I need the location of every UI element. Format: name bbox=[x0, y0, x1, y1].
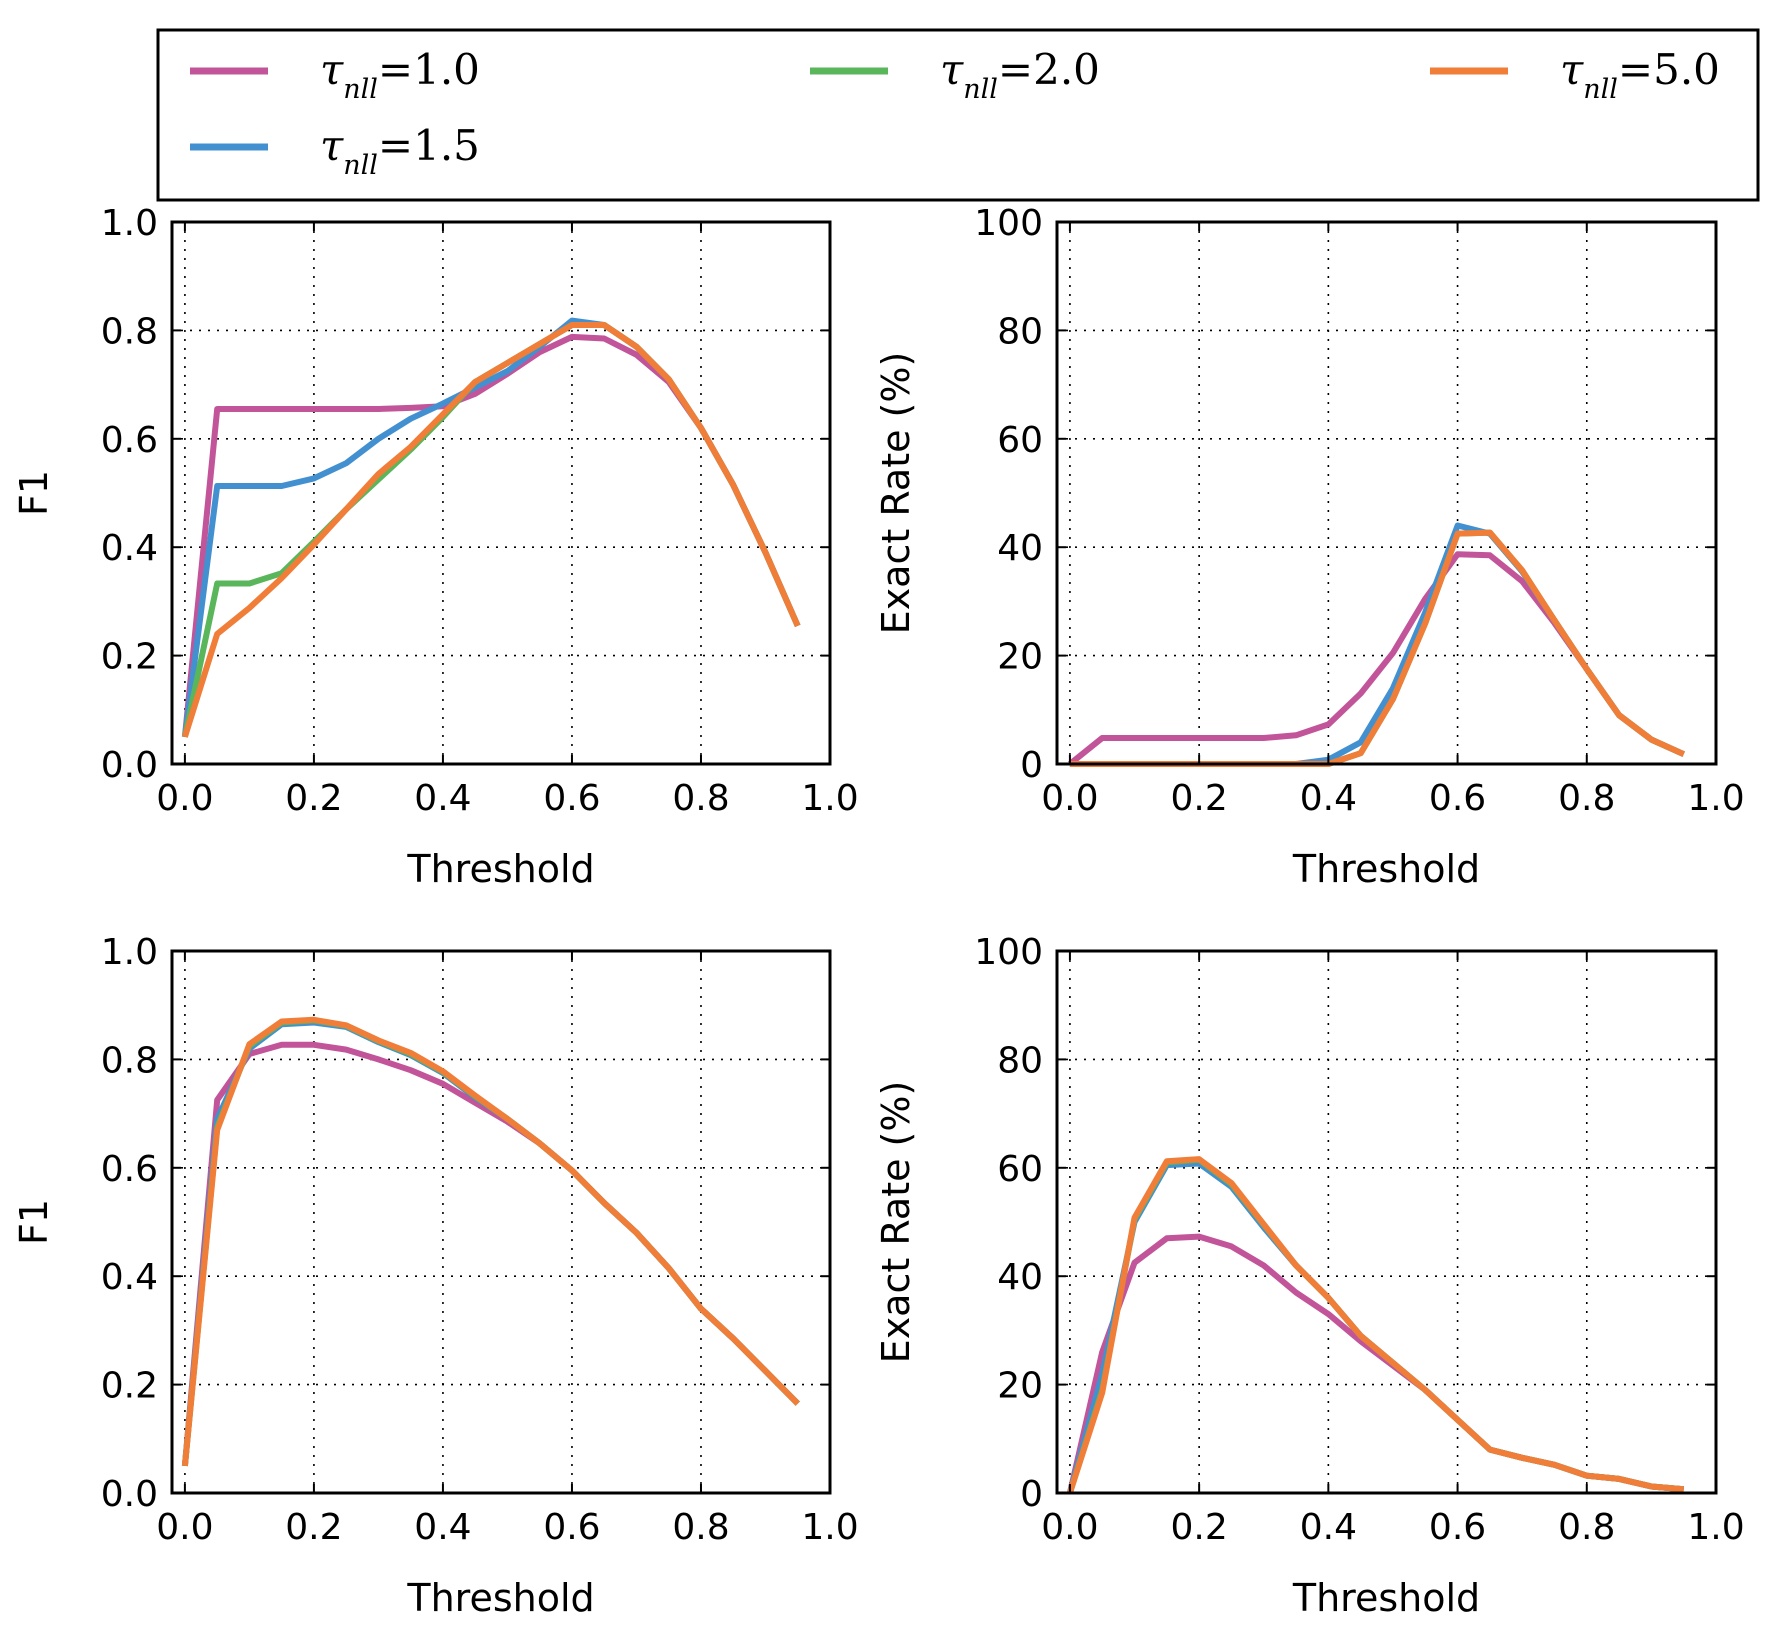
y-tick-label: 0.2 bbox=[101, 1366, 158, 1407]
y-tick-label: 0.4 bbox=[101, 1257, 158, 1298]
y-axis-label: F1 bbox=[12, 1199, 56, 1245]
axes-frame bbox=[1055, 220, 1718, 766]
y-tick-label: 0 bbox=[1020, 1474, 1043, 1515]
x-tick-label: 0.8 bbox=[1558, 778, 1615, 819]
y-tick-label: 0.6 bbox=[101, 1149, 158, 1190]
y-tick-label: 0.0 bbox=[101, 745, 158, 786]
x-tick-label: 0.0 bbox=[156, 1507, 213, 1548]
y-tick-label: 80 bbox=[997, 1040, 1043, 1081]
x-tick-label: 0.6 bbox=[543, 778, 600, 819]
y-tick-label: 100 bbox=[974, 932, 1043, 973]
x-tick-label: 0.2 bbox=[285, 778, 342, 819]
series-line bbox=[1067, 1160, 1684, 1494]
y-tick-label: 20 bbox=[997, 637, 1043, 678]
legend-label: τnll=1.0 bbox=[320, 45, 480, 105]
x-tick-label: 0.2 bbox=[1171, 1507, 1228, 1548]
y-tick-label: 0.6 bbox=[101, 420, 158, 461]
panel-exact-rate-bottom: 0.0 0.2 0.4 0.6 0.8 1.0 0 20 40 60 80 100 Threshold E… bbox=[874, 932, 1745, 1620]
series-line bbox=[182, 322, 801, 738]
y-tick-label: 80 bbox=[997, 311, 1043, 352]
y-tick-label: 60 bbox=[997, 420, 1043, 461]
series-line bbox=[181, 1017, 800, 1467]
legend-entry-1: τnll=1.0 bbox=[190, 45, 480, 105]
x-tick-label: 0.0 bbox=[1041, 1507, 1098, 1548]
panel-f1-bottom: 0.0 0.2 0.4 0.6 0.8 1.0 0.0 0.2 0.4 0.6 0.8 1.0 Thre… bbox=[12, 932, 859, 1620]
series-line bbox=[1069, 529, 1685, 767]
legend-label: τnll=5.0 bbox=[1560, 45, 1720, 105]
y-tick-label: 0.0 bbox=[101, 1474, 158, 1515]
x-tick-label: 1.0 bbox=[1687, 1507, 1744, 1548]
legend-label: τnll=1.5 bbox=[320, 121, 480, 181]
y-axis-label: Exact Rate (%) bbox=[874, 1081, 918, 1364]
y-tick-label: 100 bbox=[974, 203, 1043, 244]
y-tick-label: 0.2 bbox=[101, 637, 158, 678]
panel-exact-rate-top: 0.0 0.2 0.4 0.6 0.8 1.0 0 20 40 60 80 100 Threshold E… bbox=[874, 203, 1745, 891]
x-tick-label: 0.4 bbox=[1300, 1507, 1357, 1548]
series-line bbox=[181, 333, 801, 738]
x-tick-label: 1.0 bbox=[1687, 778, 1744, 819]
x-tick-label: 0.6 bbox=[543, 1507, 600, 1548]
legend-entry-2: τnll=1.5 bbox=[190, 121, 480, 181]
x-tick-label: 0.2 bbox=[1171, 778, 1228, 819]
y-tick-label: 60 bbox=[997, 1149, 1043, 1190]
x-tick-label: 0.4 bbox=[414, 778, 471, 819]
x-tick-label: 1.0 bbox=[801, 778, 858, 819]
series-line bbox=[1067, 1156, 1684, 1494]
x-tick-label: 0.8 bbox=[672, 778, 729, 819]
y-tick-label: 40 bbox=[997, 1257, 1043, 1298]
x-tick-label: 0.6 bbox=[1429, 778, 1486, 819]
axes-frame bbox=[170, 949, 832, 1495]
y-tick-label: 1.0 bbox=[101, 203, 158, 244]
series-line bbox=[1067, 1156, 1684, 1494]
legend-entry-4: τnll=5.0 bbox=[1430, 45, 1720, 105]
legend-frame bbox=[156, 28, 1760, 202]
y-tick-label: 0.4 bbox=[101, 528, 158, 569]
axes-frame bbox=[1055, 949, 1718, 1495]
x-axis-label: Threshold bbox=[406, 1576, 594, 1620]
y-tick-label: 0.8 bbox=[101, 311, 158, 352]
series-line bbox=[181, 1016, 800, 1467]
y-tick-label: 1.0 bbox=[101, 932, 158, 973]
y-tick-label: 20 bbox=[997, 1366, 1043, 1407]
x-tick-label: 0.2 bbox=[285, 1507, 342, 1548]
x-tick-label: 0.4 bbox=[1300, 778, 1357, 819]
x-axis-label: Threshold bbox=[1292, 1576, 1480, 1620]
x-tick-label: 0.8 bbox=[672, 1507, 729, 1548]
axes-frame bbox=[170, 220, 832, 766]
x-tick-label: 0.6 bbox=[1429, 1507, 1486, 1548]
x-tick-label: 0.0 bbox=[156, 778, 213, 819]
x-tick-label: 0.0 bbox=[1041, 778, 1098, 819]
panel-f1-top: 0.0 0.2 0.4 0.6 0.8 1.0 0.0 0.2 0.4 0.6 0.8 1.0 Thre… bbox=[12, 203, 859, 891]
y-tick-label: 0 bbox=[1020, 745, 1043, 786]
series-line bbox=[1068, 551, 1685, 767]
series-line bbox=[181, 1019, 800, 1467]
y-tick-label: 0.8 bbox=[101, 1040, 158, 1081]
series-line bbox=[1066, 1233, 1684, 1494]
x-tick-label: 1.0 bbox=[801, 1507, 858, 1548]
legend-label: τnll=2.0 bbox=[940, 45, 1100, 105]
legend-entry-3: τnll=2.0 bbox=[810, 45, 1100, 105]
x-axis-label: Threshold bbox=[1292, 847, 1480, 891]
legend: τnll=1.0 τnll=1.5 τnll=2.0 τnll=5.0 bbox=[156, 28, 1760, 202]
x-tick-label: 0.8 bbox=[1558, 1507, 1615, 1548]
x-axis-label: Threshold bbox=[406, 847, 594, 891]
y-tick-label: 40 bbox=[997, 528, 1043, 569]
y-axis-label: F1 bbox=[12, 470, 56, 516]
x-tick-label: 0.4 bbox=[414, 1507, 471, 1548]
y-axis-label: Exact Rate (%) bbox=[874, 352, 918, 635]
